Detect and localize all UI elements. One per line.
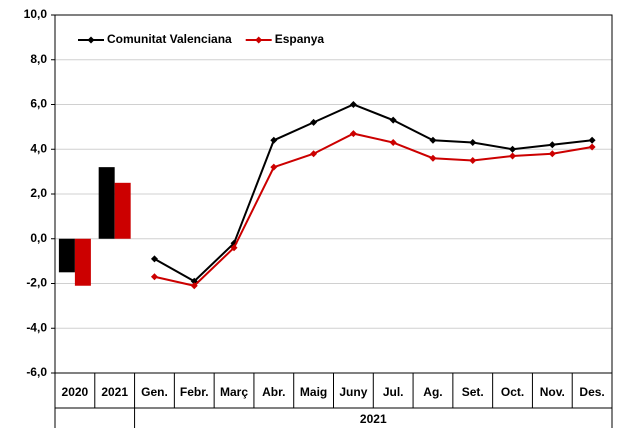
- marker: [389, 139, 397, 147]
- x-tick-label: 2021: [101, 385, 128, 399]
- legend-label: Espanya: [275, 32, 325, 46]
- bar: [114, 182, 131, 239]
- marker: [548, 141, 556, 149]
- bar: [74, 238, 91, 286]
- x-tick-label: Gen.: [141, 385, 168, 399]
- x-tick-label: Abr.: [262, 385, 285, 399]
- marker: [588, 136, 596, 144]
- legend-marker: [87, 36, 95, 44]
- marker: [548, 150, 556, 158]
- y-tick-label: -4,0: [26, 320, 47, 334]
- x-tick-label: Oct.: [501, 385, 524, 399]
- marker: [469, 139, 477, 147]
- y-tick-label: -6,0: [26, 365, 47, 379]
- bar: [98, 167, 115, 239]
- bar: [58, 238, 75, 273]
- y-tick-label: 10,0: [24, 7, 48, 21]
- x-tick-label: Nov.: [540, 385, 565, 399]
- x-tick-label: Des.: [579, 385, 604, 399]
- x-tick-label: Març: [220, 385, 248, 399]
- y-tick-label: -2,0: [26, 276, 47, 290]
- marker: [509, 145, 517, 153]
- legend-label: Comunitat Valenciana: [107, 32, 232, 46]
- line: [153, 103, 593, 283]
- marker: [588, 143, 596, 151]
- legend-marker: [255, 36, 263, 44]
- x-tick-label: Febr.: [180, 385, 209, 399]
- marker: [349, 130, 357, 138]
- marker: [270, 163, 278, 171]
- x-tick-label: Juny: [339, 385, 367, 399]
- x-tick-label: 2020: [62, 385, 89, 399]
- marker: [230, 244, 238, 252]
- y-tick-label: 8,0: [30, 52, 47, 66]
- group-label: 2021: [360, 412, 387, 426]
- x-tick-label: Set.: [462, 385, 484, 399]
- marker: [429, 136, 437, 144]
- marker: [310, 118, 318, 126]
- marker: [190, 282, 198, 290]
- marker: [150, 273, 158, 281]
- y-tick-label: 4,0: [30, 141, 47, 155]
- marker: [429, 154, 437, 162]
- marker: [469, 156, 477, 164]
- marker: [310, 150, 318, 158]
- x-tick-label: Ag.: [423, 385, 442, 399]
- marker: [349, 101, 357, 108]
- x-tick-label: Jul.: [383, 385, 404, 399]
- y-tick-label: 6,0: [30, 97, 47, 111]
- marker: [150, 255, 158, 263]
- marker: [270, 136, 278, 144]
- marker: [509, 152, 517, 160]
- line: [154, 132, 593, 287]
- y-tick-label: 0,0: [30, 231, 47, 245]
- y-tick-label: 2,0: [30, 186, 47, 200]
- x-tick-label: Maig: [300, 385, 327, 399]
- marker: [389, 116, 397, 124]
